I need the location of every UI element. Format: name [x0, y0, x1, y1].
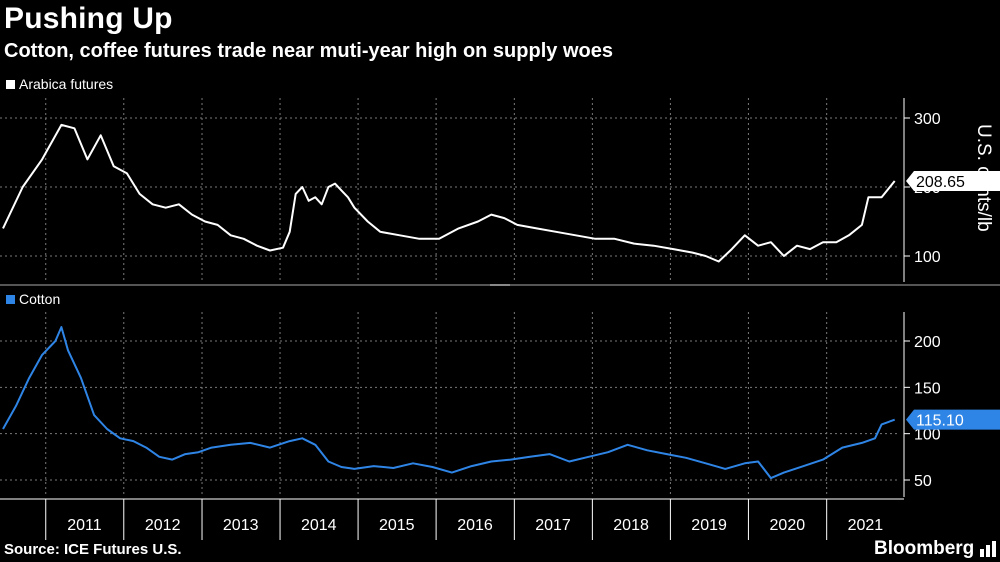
ytick-label-cotton-2: 100: [914, 427, 941, 444]
last-value-label-arabica: 208.65: [916, 174, 965, 191]
ytick-label-cotton-1: 150: [914, 380, 941, 397]
legend-label-arabica: Arabica futures: [19, 76, 114, 92]
ytick-label-arabica-2: 100: [914, 249, 941, 266]
chart-title: Pushing Up: [4, 2, 173, 35]
x-tick-label-2016: 2016: [457, 517, 493, 534]
legend-arabica: Arabica futures: [6, 76, 113, 92]
x-tick-label-2017: 2017: [535, 517, 571, 534]
x-tick-label-2021: 2021: [848, 517, 884, 534]
chart-subtitle: Cotton, coffee futures trade near muti-y…: [4, 40, 613, 62]
bar-chart-icon: [980, 541, 998, 557]
ytick-label-cotton-3: 50: [914, 473, 932, 490]
last-value-label-cotton: 115.10: [916, 413, 964, 430]
legend-label-cotton: Cotton: [19, 291, 61, 307]
x-tick-label-2011: 2011: [67, 517, 102, 534]
x-tick-label-2020: 2020: [770, 517, 806, 534]
brand-text: Bloomberg: [874, 538, 975, 559]
x-tick-label-2014: 2014: [301, 517, 337, 534]
x-tick-label-2012: 2012: [145, 517, 181, 534]
x-tick-label-2015: 2015: [379, 517, 415, 534]
x-tick-label-2019: 2019: [691, 517, 727, 534]
bloomberg-logo: Bloomberg: [874, 538, 998, 560]
y-axis-unit-label: U.S. cents/lb: [973, 124, 994, 232]
last-value-tag-cotton: [906, 409, 1000, 430]
x-tick-label-2018: 2018: [613, 517, 649, 534]
x-tick-label-2013: 2013: [223, 517, 259, 534]
legend-cotton: Cotton: [6, 291, 60, 307]
ytick-label-arabica-0: 300: [914, 111, 941, 128]
legend-swatch-cotton: [6, 294, 15, 304]
series-line-cotton: [2, 326, 896, 480]
source-note: Source: ICE Futures U.S.: [4, 541, 182, 558]
last-value-tag-arabica: [906, 171, 1000, 192]
legend-swatch-arabica: [6, 79, 15, 89]
ytick-label-cotton-0: 200: [914, 334, 941, 351]
series-line-arabica: [2, 123, 896, 263]
